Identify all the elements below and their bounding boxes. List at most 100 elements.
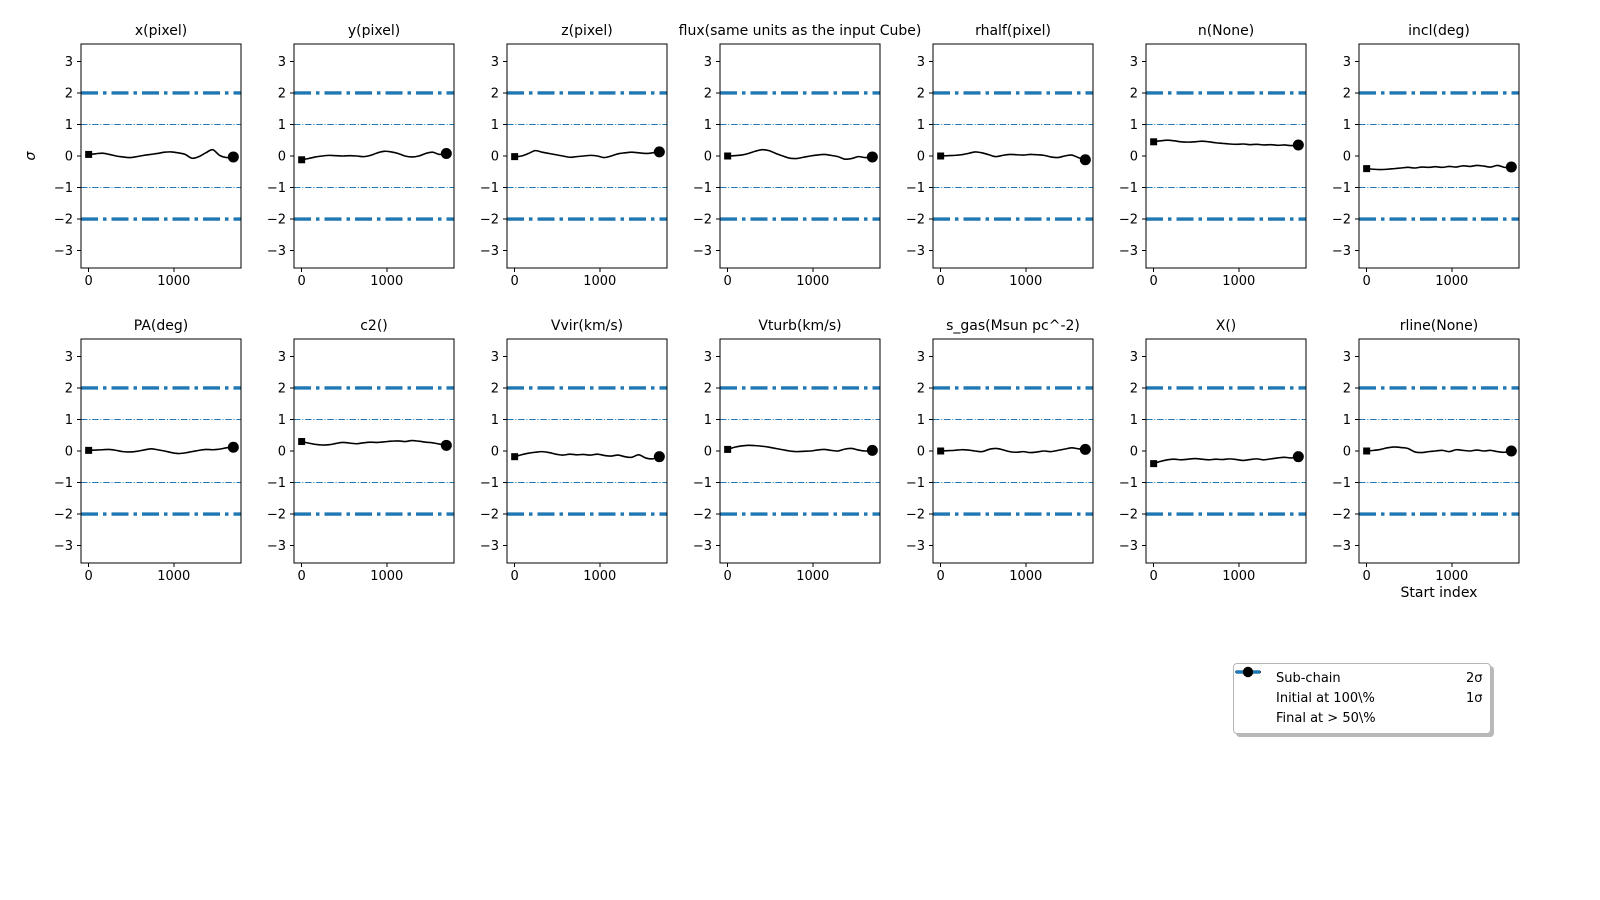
- y-tick-label: −3: [906, 539, 925, 554]
- y-tick-label: −2: [267, 213, 286, 228]
- y-tick-label: −1: [1119, 181, 1138, 196]
- x-tick-label: 0: [298, 274, 306, 289]
- y-tick-label: 1: [1130, 118, 1138, 133]
- panel-title: y(pixel): [348, 23, 400, 39]
- y-tick-label: 0: [278, 445, 286, 460]
- x-tick-label: 0: [1150, 274, 1158, 289]
- y-tick-label: 3: [65, 55, 73, 70]
- final-marker: [1292, 451, 1304, 463]
- y-tick-label: 1: [1343, 413, 1351, 428]
- y-tick-label: −2: [54, 508, 73, 523]
- y-tick-label: 3: [1343, 55, 1351, 70]
- y-axis-label: σ: [23, 150, 39, 160]
- y-tick-label: 2: [1343, 86, 1351, 101]
- subchain-trace: [1366, 164, 1512, 171]
- panel-title: rline(None): [1400, 318, 1478, 334]
- final-marker: [227, 441, 239, 453]
- y-tick-label: 1: [1343, 118, 1351, 133]
- y-tick-label: 3: [917, 350, 925, 365]
- panel-title: rhalf(pixel): [975, 23, 1051, 39]
- final-marker: [1505, 445, 1517, 457]
- y-tick-label: 1: [278, 118, 286, 133]
- y-tick-label: 0: [917, 445, 925, 460]
- subchain-trace: [727, 444, 873, 453]
- x-tick-label: 1000: [583, 569, 616, 584]
- y-tick-label: 2: [65, 381, 73, 396]
- subchain-trace: [301, 150, 447, 161]
- y-tick-label: −3: [267, 539, 286, 554]
- y-tick-label: −1: [1119, 476, 1138, 491]
- y-tick-label: 3: [1130, 350, 1138, 365]
- x-tick-label: 1000: [796, 569, 829, 584]
- y-tick-label: 2: [917, 86, 925, 101]
- y-tick-label: 3: [917, 55, 925, 70]
- legend-label-2sigma: 2σ: [1466, 670, 1483, 686]
- y-tick-label: 3: [491, 350, 499, 365]
- axes-frame: [932, 338, 1094, 564]
- panel-title: c2(): [360, 318, 388, 334]
- subchain-trace: [727, 148, 873, 161]
- x-tick-label: 1000: [1222, 569, 1255, 584]
- x-tick-label: 1000: [1222, 274, 1255, 289]
- y-tick-label: 1: [65, 413, 73, 428]
- subplot-flux: flux(same units as the input Cube) 3 2 1 0 −1…: [679, 23, 922, 289]
- final-marker: [866, 444, 878, 456]
- y-tick-label: −3: [906, 244, 925, 259]
- y-tick-label: −1: [480, 181, 499, 196]
- y-tick-label: 2: [65, 86, 73, 101]
- y-tick-label: 2: [1130, 381, 1138, 396]
- legend-label-initial: Initial at 100\%: [1276, 690, 1375, 706]
- initial-marker: [724, 152, 732, 160]
- subplot-y-pixel: y(pixel) 3 2 1 0 −1 −2 −3 0 1000: [267, 23, 455, 289]
- final-marker-sample: [1242, 666, 1272, 727]
- y-tick-label: −2: [1332, 213, 1351, 228]
- y-tick-label: −2: [1119, 508, 1138, 523]
- y-tick-label: 1: [917, 118, 925, 133]
- subchain-trace: [301, 439, 447, 447]
- y-tick-label: −3: [267, 244, 286, 259]
- initial-marker: [85, 446, 93, 454]
- y-tick-label: 0: [1343, 150, 1351, 165]
- x-tick-label: 0: [511, 274, 519, 289]
- subplot-pa-deg: PA(deg) 3 2 1 0 −1 −2 −3 0 1000: [54, 318, 242, 584]
- x-tick-label: 1000: [796, 274, 829, 289]
- initial-marker: [1363, 165, 1371, 173]
- subplot-incl-deg: incl(deg) 3 2 1 0 −1 −2 −3 0 1000: [1332, 23, 1520, 289]
- y-tick-label: −2: [693, 213, 712, 228]
- y-tick-label: −1: [267, 476, 286, 491]
- final-marker: [653, 146, 665, 158]
- y-tick-label: −2: [480, 213, 499, 228]
- y-tick-label: −3: [1119, 539, 1138, 554]
- y-tick-label: −2: [906, 508, 925, 523]
- y-tick-label: 2: [278, 86, 286, 101]
- y-tick-label: 0: [704, 445, 712, 460]
- initial-marker: [937, 152, 945, 160]
- y-tick-label: −3: [693, 539, 712, 554]
- y-tick-label: −1: [906, 181, 925, 196]
- y-tick-label: −1: [480, 476, 499, 491]
- y-tick-label: 2: [491, 381, 499, 396]
- initial-marker: [1150, 138, 1158, 146]
- legend-label-subchain: Sub-chain: [1276, 670, 1341, 686]
- y-tick-label: 0: [65, 150, 73, 165]
- y-tick-label: 2: [704, 381, 712, 396]
- final-marker: [1505, 161, 1517, 173]
- subchain-trace: [1153, 455, 1299, 465]
- x-tick-label: 1000: [157, 569, 190, 584]
- panel-title: flux(same units as the input Cube): [679, 23, 922, 39]
- y-tick-label: −1: [54, 476, 73, 491]
- y-tick-label: 0: [1343, 445, 1351, 460]
- y-tick-label: 0: [1130, 445, 1138, 460]
- x-tick-label: 0: [511, 569, 519, 584]
- panel-title: s_gas(Msun pc^-2): [946, 318, 1080, 334]
- y-tick-label: −3: [480, 244, 499, 259]
- y-tick-label: 2: [1343, 381, 1351, 396]
- panel-title: X(): [1216, 318, 1237, 334]
- y-tick-label: 3: [278, 55, 286, 70]
- y-tick-label: −2: [267, 508, 286, 523]
- final-marker: [1079, 154, 1091, 166]
- x-tick-label: 0: [85, 274, 93, 289]
- axes-frame: [719, 43, 881, 269]
- y-tick-label: 0: [491, 445, 499, 460]
